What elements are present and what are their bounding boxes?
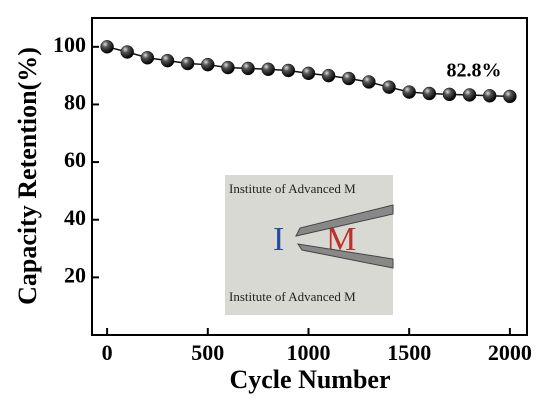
data-point: [463, 88, 476, 101]
data-point: [282, 64, 295, 77]
data-point: [483, 89, 496, 102]
data-point: [362, 75, 375, 88]
data-point: [201, 58, 214, 71]
data-point: [101, 40, 114, 53]
data-point: [403, 86, 416, 99]
annotation: 82.8%: [447, 60, 502, 82]
x-tick-label: 1000: [286, 340, 330, 365]
y-tick-label: 60: [64, 147, 86, 172]
x-axis-label: Cycle Number: [229, 365, 390, 394]
data-point: [423, 87, 436, 100]
inset-text: I: [273, 221, 284, 258]
inset-text: Institute of Advanced M: [229, 289, 356, 304]
y-tick-label: 100: [53, 32, 86, 57]
x-tick-label: 500: [191, 340, 224, 365]
x-tick-label: 1500: [387, 340, 431, 365]
y-axis-label: Capacity Retention(%): [13, 47, 42, 305]
inset-photo: Institute of Advanced M I M Institute of…: [225, 175, 393, 315]
y-tick-label: 80: [64, 90, 86, 115]
data-point: [262, 63, 275, 76]
data-point: [161, 54, 174, 67]
data-point: [503, 90, 516, 103]
data-point: [141, 51, 154, 64]
inset-text: Institute of Advanced M: [229, 181, 356, 196]
data-point: [221, 61, 234, 74]
x-tick-label: 0: [102, 340, 113, 365]
y-tick-label: 20: [64, 262, 86, 287]
data-point: [443, 88, 456, 101]
chart: Institute of Advanced M I M Institute of…: [0, 0, 542, 401]
data-point: [302, 67, 315, 80]
y-tick-label: 40: [64, 205, 86, 230]
data-point: [181, 57, 194, 70]
data-point: [383, 81, 396, 94]
x-tick-label: 2000: [488, 340, 532, 365]
data-point: [242, 62, 255, 75]
data-point: [121, 46, 134, 59]
data-point: [342, 72, 355, 85]
data-point: [322, 69, 335, 82]
